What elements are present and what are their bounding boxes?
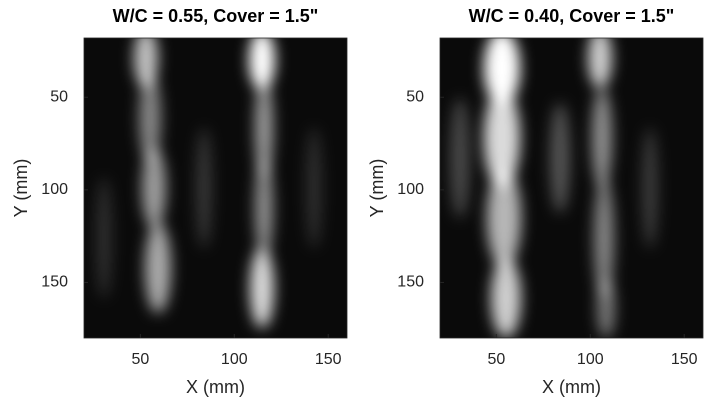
y-tick-label: 50 xyxy=(406,88,424,105)
x-tick-label: 150 xyxy=(671,351,698,368)
x-tick-label: 100 xyxy=(221,351,248,368)
chart-title: W/C = 0.55, Cover = 1.5" xyxy=(113,6,319,26)
y-axis-label: Y (mm) xyxy=(11,159,31,218)
bright-region xyxy=(139,73,161,163)
x-tick-label: 100 xyxy=(577,351,604,368)
image-background xyxy=(440,38,703,338)
image xyxy=(84,38,347,338)
bright-region xyxy=(142,148,166,228)
image xyxy=(440,38,703,338)
image-content xyxy=(96,38,322,328)
bright-region xyxy=(597,278,615,338)
y-tick-label: 50 xyxy=(50,88,68,105)
bright-region xyxy=(249,38,275,90)
bright-region xyxy=(592,88,612,188)
x-tick-label: 50 xyxy=(487,351,505,368)
image-content xyxy=(450,38,658,338)
bright-region xyxy=(250,248,274,328)
axes-box xyxy=(439,37,704,339)
x-tick-label: 150 xyxy=(315,351,342,368)
bright-region xyxy=(255,158,273,258)
bright-region xyxy=(588,38,612,88)
x-tick-label: 50 xyxy=(131,351,149,368)
bright-region xyxy=(642,128,658,248)
panel: 50 100 150 50 100 150 W/C = 0.40, Cover = 1.5"… xyxy=(367,6,704,397)
bright-region xyxy=(255,78,273,178)
y-axis-label: Y (mm) xyxy=(367,159,387,218)
bright-region xyxy=(491,258,521,338)
bright-region xyxy=(487,168,521,268)
chart-title: W/C = 0.40, Cover = 1.5" xyxy=(469,6,675,26)
y-tick-label: 100 xyxy=(41,181,68,198)
x-axis-label: X (mm) xyxy=(542,377,601,397)
axes-box xyxy=(83,37,348,339)
y-tick-label: 150 xyxy=(41,274,68,291)
y-tick-label: 100 xyxy=(397,181,424,198)
bright-region xyxy=(96,178,112,298)
bright-region xyxy=(484,38,520,106)
bright-region xyxy=(594,178,614,298)
bright-region xyxy=(550,103,570,213)
bright-region xyxy=(484,88,520,188)
panel: 50 100 150 50 100 150 W/C = 0.55, Cover = 1.5"… xyxy=(11,6,348,397)
x-axis-label: X (mm) xyxy=(186,377,245,397)
bright-region xyxy=(145,223,171,313)
bright-region xyxy=(450,98,470,218)
bright-region xyxy=(196,128,212,248)
bright-region xyxy=(306,128,322,248)
y-tick-label: 150 xyxy=(397,274,424,291)
image-background xyxy=(84,38,347,338)
